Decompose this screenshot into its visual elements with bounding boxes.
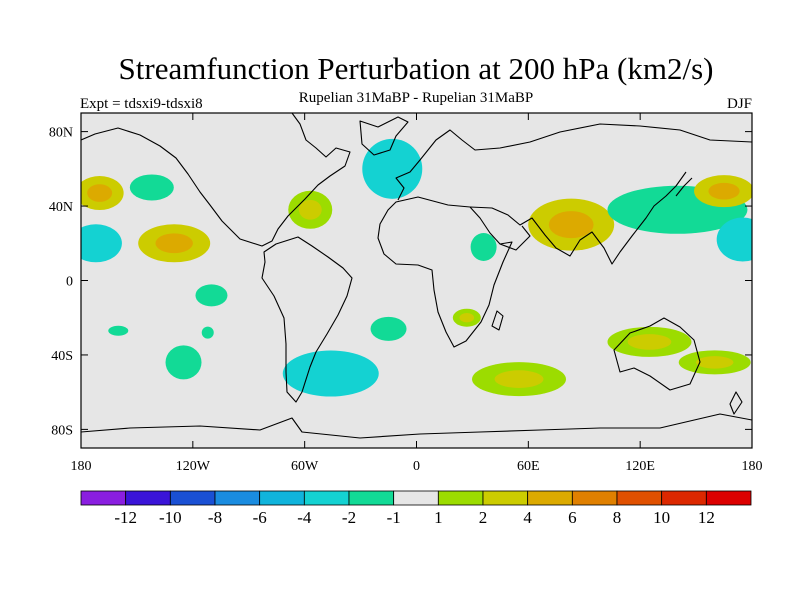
left-label: Expt = tdsxi9-tdsxi8	[80, 96, 203, 112]
colorbar-swatch-13	[661, 490, 707, 506]
colorbar-swatch-8	[437, 490, 484, 506]
colorbar-swatch-7	[393, 490, 439, 506]
colorbar-label-3: -6	[253, 508, 267, 527]
contour-blob-6-outer	[201, 326, 214, 339]
colorbar-swatch-10	[527, 490, 573, 506]
coastline-australia	[613, 317, 701, 391]
y-tick-label-1: 40N	[49, 200, 73, 215]
contour-blob-8-inner	[298, 199, 322, 220]
coastline-madagascar	[491, 310, 504, 331]
colorbar-label-7: 1	[434, 508, 443, 527]
colorbar-swatch-11	[571, 490, 618, 506]
coastline-southern-eurasia	[469, 171, 687, 265]
coastline-new-zealand	[729, 391, 743, 415]
x-tick-label-4: 60E	[517, 459, 540, 474]
contour-blob-19-inner	[627, 334, 672, 350]
x-axis: 180 120W 60W 0 60E 120E 180	[71, 113, 763, 474]
y-tick-label-3: 40S	[51, 349, 73, 364]
colorbar: -12 -10 -8 -6 -4 -2 -1 1 2 4 6 8 10 12	[80, 490, 752, 527]
contour-blob-12-outer	[470, 233, 497, 261]
contour-blob-10-outer	[282, 350, 379, 397]
coastline-south-america	[261, 236, 353, 403]
colorbar-swatch-3	[214, 490, 261, 506]
contour-blob-13-inner	[459, 313, 475, 323]
colorbar-label-8: 2	[479, 508, 488, 527]
coastline-greenland	[359, 116, 409, 156]
contour-blob-4-outer	[195, 284, 228, 307]
colorbar-swatch-4	[259, 490, 305, 506]
colorbar-label-10: 6	[568, 508, 577, 527]
contour-blob-1-outer	[81, 224, 122, 263]
x-tick-label-2: 60W	[291, 459, 319, 474]
y-tick-label-4: 80S	[51, 423, 73, 438]
coastline-north-america	[81, 113, 351, 247]
colorbar-label-11: 8	[613, 508, 622, 527]
y-axis: 80N 40N 0 40S 80S	[49, 126, 752, 438]
right-label: DJF	[727, 96, 752, 112]
colorbar-label-2: -8	[208, 508, 222, 527]
colorbar-label-13: 12	[698, 508, 715, 527]
colorbar-swatch-5	[303, 490, 350, 506]
contour-blob-18-outer	[716, 217, 752, 262]
y-tick-label-0: 80N	[49, 126, 73, 141]
colorbar-label-9: 4	[523, 508, 532, 527]
coastlines	[81, 113, 752, 439]
contour-blob-17-inner	[708, 182, 740, 200]
x-tick-label-3: 0	[413, 459, 420, 474]
chart-title: Streamfunction Perturbation at 200 hPa (…	[119, 51, 714, 86]
contour-blob-7-outer	[165, 345, 202, 380]
colorbar-swatch-1	[125, 490, 171, 506]
colorbar-swatch-12	[616, 490, 663, 506]
contour-blob-15-inner	[548, 211, 594, 239]
colorbar-swatch-6	[348, 490, 395, 506]
colorbar-label-1: -10	[159, 508, 182, 527]
colorbar-label-6: -1	[387, 508, 401, 527]
colorbar-swatch-2	[169, 490, 216, 506]
x-tick-label-1: 120W	[176, 459, 211, 474]
contour-blob-20-inner	[696, 356, 734, 369]
contour-blob-14-inner	[494, 370, 544, 388]
contour-blob-5-outer	[108, 325, 129, 336]
colorbar-swatch-0	[80, 490, 127, 506]
contour-blob-2-outer	[129, 174, 174, 201]
coastline-arabia	[499, 225, 531, 251]
contour-blob-3-inner	[155, 233, 193, 254]
colorbar-label-12: 10	[653, 508, 670, 527]
x-tick-label-5: 120E	[625, 459, 655, 474]
coastline-africa	[377, 196, 513, 348]
contour-blob-0-inner	[87, 184, 113, 202]
x-tick-label-6: 180	[742, 459, 763, 474]
x-tick-label-0: 180	[71, 459, 92, 474]
y-tick-label-2: 0	[66, 275, 73, 290]
colorbar-label-5: -2	[342, 508, 356, 527]
coastline-antarctica	[81, 413, 752, 439]
colorbar-label-0: -12	[114, 508, 137, 527]
coastline-japan	[675, 177, 693, 197]
coastline-eurasia	[395, 123, 752, 201]
colorbar-label-4: -4	[297, 508, 312, 527]
center-label: Rupelian 31MaBP - Rupelian 31MaBP	[299, 90, 533, 106]
colorbar-swatch-14	[705, 490, 752, 506]
colorbar-swatch-9	[482, 490, 529, 506]
contour-blob-11-outer	[370, 316, 407, 341]
